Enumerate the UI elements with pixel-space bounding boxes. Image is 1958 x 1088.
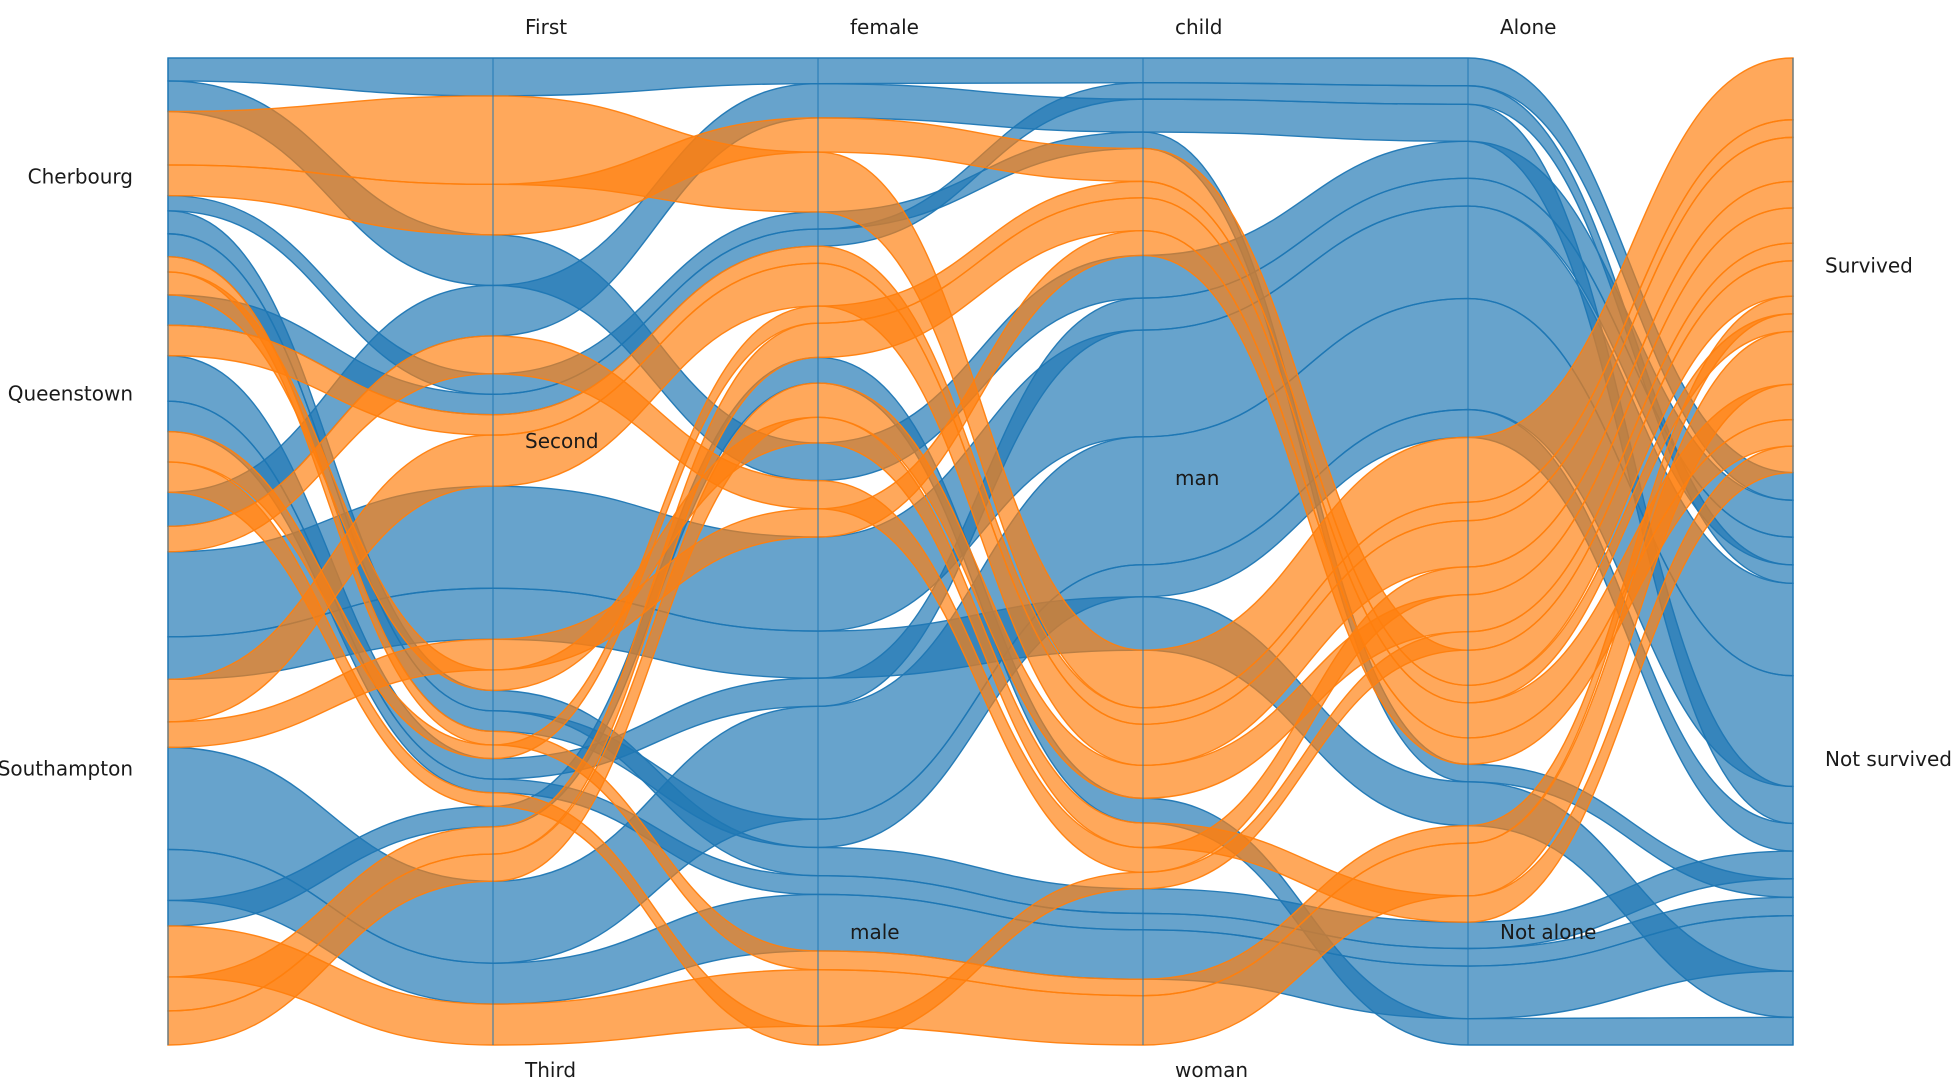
category-label: woman — [1175, 1058, 1248, 1082]
category-label: man — [1175, 466, 1219, 490]
category-label: child — [1175, 15, 1222, 39]
category-label: Queenstown — [8, 382, 133, 406]
category-label: Southampton — [0, 757, 133, 781]
category-label: Cherbourg — [28, 164, 133, 188]
category-label: Not alone — [1500, 920, 1596, 944]
category-label: Survived — [1825, 253, 1913, 277]
flow-bands — [167, 57, 1794, 1046]
category-label: Not survived — [1825, 747, 1952, 771]
category-label: First — [525, 15, 567, 39]
category-labels: Cherbourg Queenstown Southampton First Secon… — [0, 15, 1952, 1082]
category-label: male — [850, 920, 900, 944]
category-label: Second — [525, 429, 599, 453]
category-label: Alone — [1500, 15, 1556, 39]
category-label: Third — [524, 1058, 576, 1082]
category-axes — [167, 58, 1794, 1045]
category-label: female — [850, 15, 919, 39]
